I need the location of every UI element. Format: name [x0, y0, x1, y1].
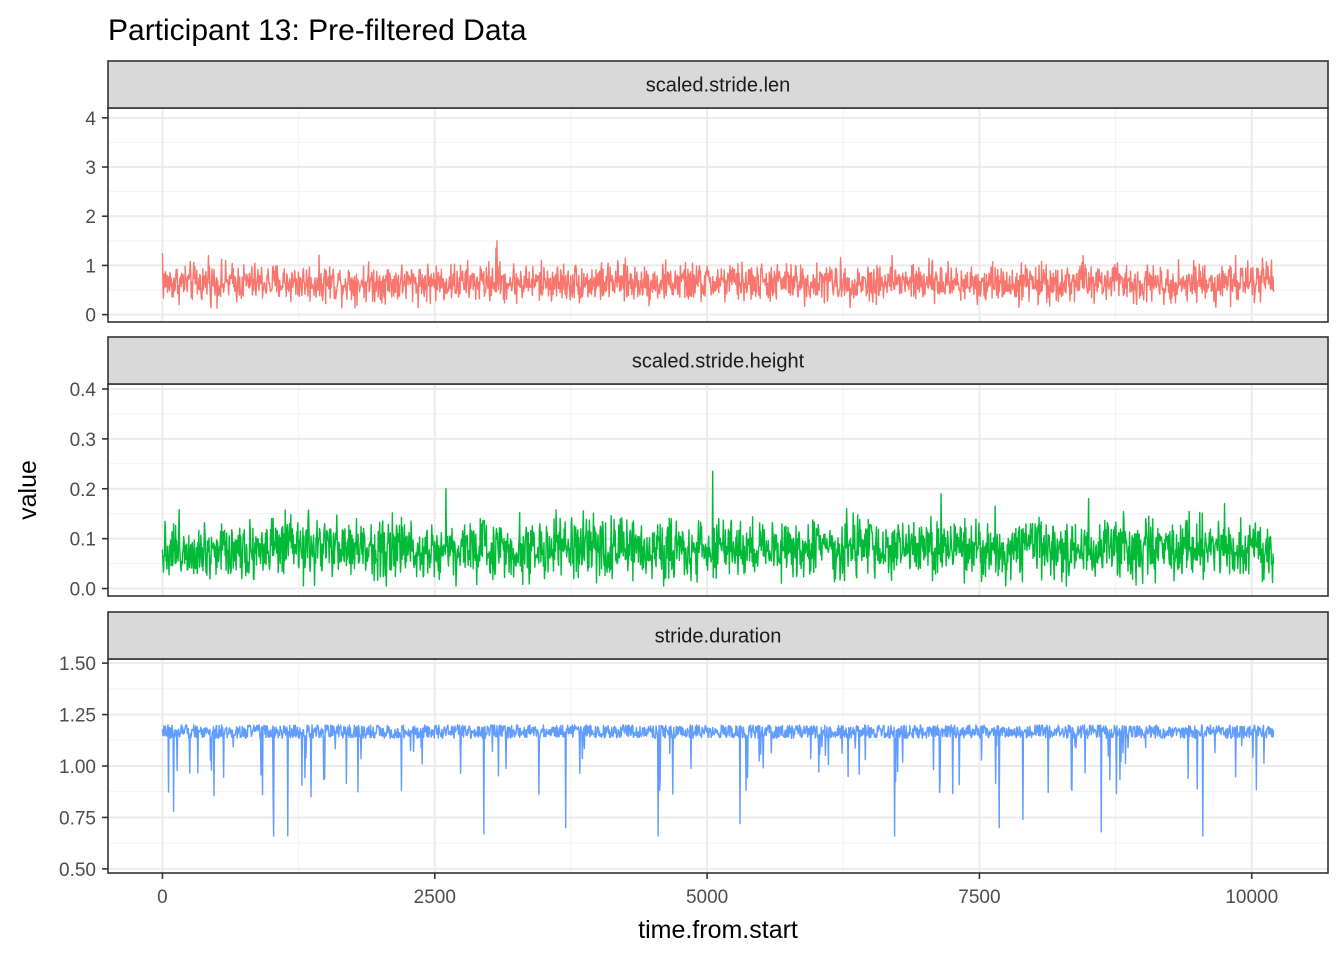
y-tick-label: 0.1 — [70, 530, 96, 551]
x-axis-title: time.from.start — [638, 916, 798, 944]
series-line — [161, 470, 1275, 587]
y-tick-label: 0.4 — [70, 380, 97, 401]
y-tick-label: 1.00 — [59, 757, 96, 778]
facet-strip — [107, 60, 1329, 109]
facet-panel: scaled.stride.len 0 1 2 3 4 — [85, 60, 1329, 327]
y-tick-label: 1 — [85, 256, 96, 277]
y-tick-label: 4 — [85, 109, 96, 130]
facet-panel: scaled.stride.height 0.0 0.1 0.2 0.3 0.4 — [70, 336, 1329, 601]
x-tick-label: 10000 — [1225, 887, 1278, 908]
facet-strip-label: stride.duration — [655, 626, 782, 648]
y-tick-label: 3 — [85, 158, 96, 179]
x-tick-label: 5000 — [686, 887, 728, 908]
facet-strip — [107, 611, 1329, 660]
y-axis-title: value — [14, 460, 42, 520]
y-tick-label: 0.2 — [70, 480, 96, 501]
chart-title: Participant 13: Pre-filtered Data — [108, 14, 527, 47]
y-tick-label: 0.50 — [59, 860, 96, 881]
facet-strip — [107, 336, 1329, 385]
x-tick-label: 7500 — [958, 887, 1000, 908]
y-tick-label: 0 — [85, 306, 96, 327]
x-axis: 0 2500 5000 7500 10000 — [157, 873, 1278, 908]
series-line — [161, 724, 1275, 837]
facet-panel: stride.duration 0.50 0.75 1.00 1.25 1.50 — [59, 611, 1329, 881]
y-tick-label: 0.75 — [59, 808, 96, 829]
x-tick-label: 0 — [157, 887, 168, 908]
facet-panels: scaled.stride.len 0 1 2 3 4 scaled.stride.heig… — [59, 60, 1329, 881]
series-line — [161, 240, 1275, 309]
y-tick-label: 1.25 — [59, 706, 96, 727]
x-tick-label: 2500 — [414, 887, 456, 908]
y-tick-label: 0.3 — [70, 430, 96, 451]
y-tick-label: 2 — [85, 207, 96, 228]
y-tick-label: 1.50 — [59, 654, 96, 675]
facet-strip-label: scaled.stride.len — [646, 75, 791, 97]
y-tick-label: 0.0 — [70, 580, 96, 601]
facet-strip-label: scaled.stride.height — [632, 351, 805, 373]
